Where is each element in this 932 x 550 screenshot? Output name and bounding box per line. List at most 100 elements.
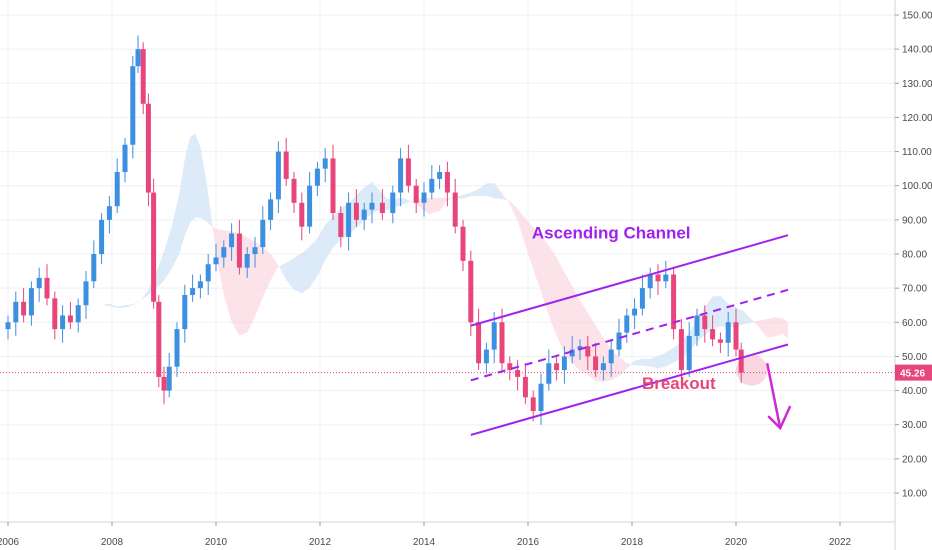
candle-body xyxy=(67,315,73,323)
down-arrow-head xyxy=(767,405,792,431)
candle-body xyxy=(702,315,708,330)
y-tick-label: 70.00 xyxy=(902,284,927,295)
candle-body xyxy=(468,260,474,323)
last-price-badge xyxy=(895,364,932,381)
candle-body xyxy=(585,346,591,357)
y-tick-label: 110.00 xyxy=(902,147,932,158)
candle-body xyxy=(694,315,700,336)
candle-body xyxy=(546,363,552,384)
y-tick-label: 20.00 xyxy=(902,454,927,465)
channel-overlays xyxy=(0,234,895,436)
candle-body xyxy=(156,301,162,377)
candle-body xyxy=(307,185,313,227)
channel-line xyxy=(470,234,789,327)
candle-body xyxy=(52,298,58,330)
candle-body xyxy=(554,363,560,371)
candle-body xyxy=(569,349,575,357)
candle-body xyxy=(213,257,219,265)
candle-body xyxy=(174,329,180,367)
y-tick-label: 10.00 xyxy=(902,489,927,500)
candle-body xyxy=(330,158,336,214)
candle-body xyxy=(561,356,567,371)
last-price-label: 45.26 xyxy=(900,369,925,380)
breakout-circle xyxy=(736,354,768,386)
candles xyxy=(5,35,744,425)
y-tick-label: 120.00 xyxy=(902,113,932,124)
candle-body xyxy=(161,376,167,391)
candle-body xyxy=(507,363,513,371)
candle-body xyxy=(437,172,443,179)
candle-body xyxy=(647,274,653,289)
candle-body xyxy=(663,274,669,282)
candle-body xyxy=(99,219,105,254)
down-arrow-shaft xyxy=(765,363,782,429)
x-tick-label: 2022 xyxy=(829,537,852,548)
channel-line xyxy=(470,343,789,436)
ascending-channel-label: Ascending Channel xyxy=(532,224,691,243)
candle-body xyxy=(710,329,716,340)
candle-body xyxy=(593,356,599,371)
candle-body xyxy=(182,294,188,330)
candle-body xyxy=(83,281,89,306)
x-tick-label: 2020 xyxy=(725,537,748,548)
cloud-segment xyxy=(502,193,627,382)
x-tick-label: 2012 xyxy=(309,537,332,548)
y-tick-label: 60.00 xyxy=(902,318,927,329)
candle-body xyxy=(405,158,411,186)
candle-body xyxy=(379,202,385,214)
x-tick-label: 2018 xyxy=(621,537,644,548)
candle-body xyxy=(733,322,739,350)
candle-body xyxy=(429,178,435,193)
annotation-labels: Ascending Channel Breakout xyxy=(532,224,716,393)
candle-body xyxy=(135,49,141,67)
y-tick-label: 130.00 xyxy=(902,79,932,90)
candle-body xyxy=(530,397,536,412)
candle-body xyxy=(353,202,359,220)
candle-body xyxy=(260,219,266,248)
candle-body xyxy=(60,315,66,330)
candle-body xyxy=(236,233,242,268)
candle-body xyxy=(244,254,250,268)
candle-body xyxy=(686,335,692,371)
candle-body xyxy=(151,192,157,302)
candle-body xyxy=(197,281,203,289)
cloud-segment xyxy=(278,181,411,294)
candle-body xyxy=(515,370,521,377)
candle-body xyxy=(75,305,81,323)
candle-body xyxy=(205,264,211,282)
candle-body xyxy=(491,322,497,350)
candle-body xyxy=(671,274,677,330)
candle-body xyxy=(114,172,120,207)
candle-body xyxy=(483,349,489,364)
y-tick-label: 50.00 xyxy=(902,352,927,363)
y-tick-label: 30.00 xyxy=(902,420,927,431)
candle-body xyxy=(655,274,661,282)
candle-body xyxy=(632,308,638,316)
cloud-segment xyxy=(447,183,502,200)
candle-body xyxy=(346,202,352,237)
candle-body xyxy=(616,332,622,350)
candle-body xyxy=(322,158,328,169)
candle-body xyxy=(413,185,419,203)
y-tick-label: 100.00 xyxy=(902,181,932,192)
candle-body xyxy=(452,192,458,227)
candle-body xyxy=(91,254,97,282)
candle-body xyxy=(717,339,723,343)
candle-body xyxy=(299,202,305,227)
candle-body xyxy=(21,301,27,316)
candle-body xyxy=(190,288,196,295)
cloud-segment xyxy=(54,133,211,323)
candle-body xyxy=(106,206,112,220)
candle-body xyxy=(13,301,19,323)
candle-body xyxy=(608,349,614,364)
candle-body xyxy=(275,151,281,200)
x-tick-label: 2010 xyxy=(205,537,228,548)
candle-body xyxy=(522,376,528,398)
candle-body xyxy=(444,172,450,193)
cloud-segment xyxy=(751,317,788,339)
y-tick-label: 140.00 xyxy=(902,45,932,56)
breakout-label: Breakout xyxy=(642,374,716,393)
candle-body xyxy=(145,103,151,193)
